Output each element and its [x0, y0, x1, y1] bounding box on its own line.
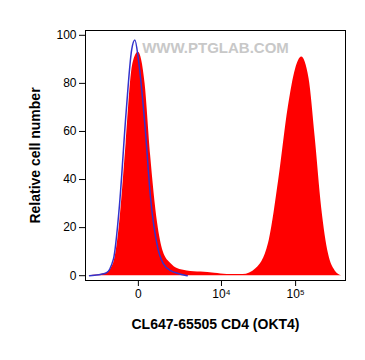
- svg-text:20: 20: [63, 220, 77, 234]
- svg-text:WWW.PTGLAB.COM: WWW.PTGLAB.COM: [142, 39, 289, 56]
- svg-text:60: 60: [63, 124, 77, 138]
- svg-text:Relative cell number: Relative cell number: [27, 87, 43, 224]
- svg-text:100: 100: [56, 28, 76, 42]
- svg-text:10⁴: 10⁴: [212, 287, 231, 301]
- svg-text:0: 0: [135, 287, 142, 301]
- svg-text:0: 0: [70, 269, 77, 283]
- svg-text:CL647-65505 CD4 (OKT4): CL647-65505 CD4 (OKT4): [131, 316, 299, 332]
- svg-text:40: 40: [63, 172, 77, 186]
- svg-text:10⁵: 10⁵: [286, 287, 304, 301]
- svg-text:80: 80: [63, 76, 77, 90]
